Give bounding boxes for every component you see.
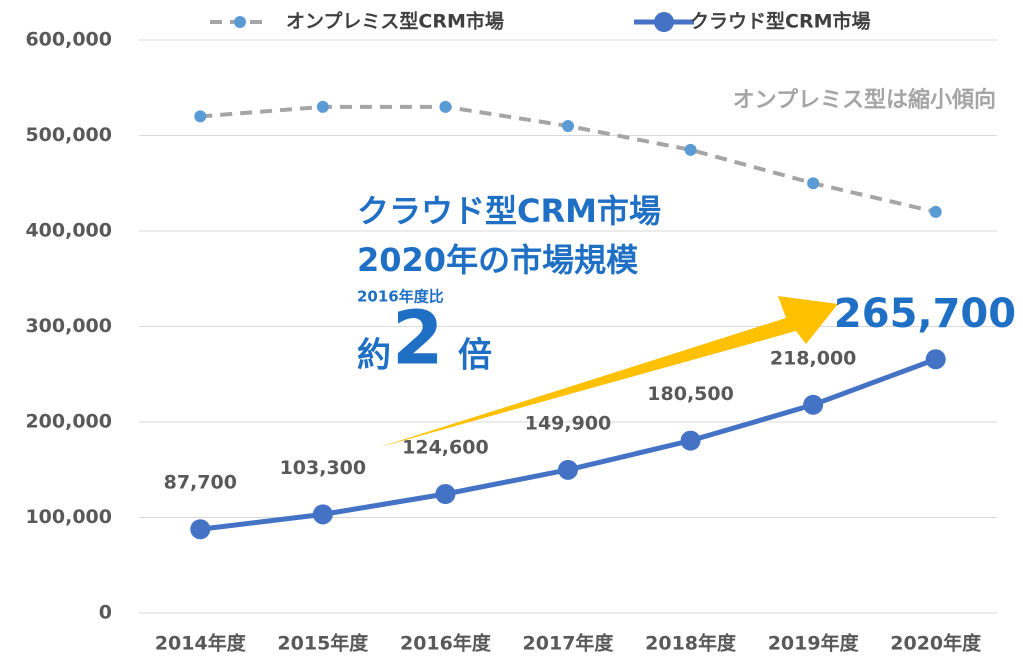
headline: 2020年の市場規模 — [357, 241, 638, 279]
data-point — [316, 100, 329, 113]
legend-label: クラウド型CRM市場 — [690, 10, 870, 33]
x-tick-label: 2014年度 — [155, 632, 247, 655]
data-point — [925, 349, 946, 370]
y-tick-label: 600,000 — [25, 29, 112, 51]
trend-annotation: オンプレミス型は縮小傾向 — [733, 87, 996, 113]
ratio-suffix: 倍 — [458, 336, 492, 376]
data-point — [312, 504, 333, 525]
data-label: 265,700 — [834, 291, 1016, 337]
data-point — [439, 100, 452, 113]
data-point — [680, 430, 701, 451]
data-label: 218,000 — [770, 347, 857, 369]
data-point — [929, 205, 942, 218]
y-tick-label: 300,000 — [25, 315, 112, 337]
data-point — [803, 394, 824, 415]
x-tick-label: 2015年度 — [277, 632, 369, 655]
growth-arrow — [380, 296, 838, 447]
data-point — [684, 143, 697, 156]
ratio: 2 — [392, 296, 444, 382]
data-point — [190, 519, 211, 540]
y-tick-label: 0 — [99, 602, 112, 624]
y-tick-label: 400,000 — [25, 220, 112, 242]
y-tick-label: 500,000 — [25, 124, 112, 146]
data-label: 180,500 — [647, 383, 734, 405]
x-tick-label: 2019年度 — [768, 632, 860, 655]
comparison: 2016年度比 — [357, 288, 444, 306]
x-tick-label: 2017年度 — [523, 632, 615, 655]
ratio-prefix: 約 — [357, 336, 391, 376]
series-line — [199, 356, 937, 532]
y-tick-label: 100,000 — [25, 506, 112, 528]
headline: クラウド型CRM市場 — [357, 192, 661, 230]
data-label: 103,300 — [280, 457, 367, 479]
legend-label: オンプレミス型CRM市場 — [286, 10, 504, 33]
data-point — [562, 119, 574, 132]
legend-marker — [654, 12, 674, 32]
data-point — [194, 110, 207, 123]
data-label: 149,900 — [525, 412, 612, 434]
legend-marker — [234, 16, 246, 28]
data-point — [435, 484, 456, 505]
x-tick-label: 2018年度 — [645, 632, 737, 655]
x-tick-label: 2016年度 — [400, 632, 492, 655]
data-label: 87,700 — [164, 472, 237, 494]
x-tick-label: 2020年度 — [890, 632, 982, 655]
data-label: 124,600 — [402, 437, 489, 459]
y-tick-label: 200,000 — [25, 411, 112, 433]
data-point — [807, 177, 820, 190]
data-point — [558, 459, 578, 480]
